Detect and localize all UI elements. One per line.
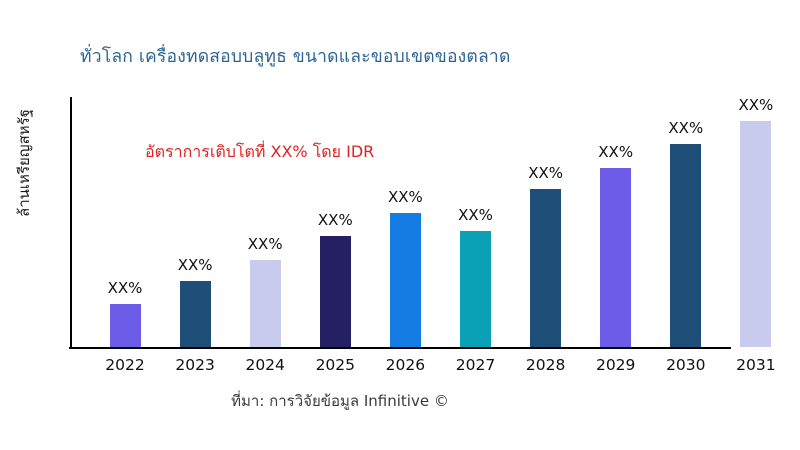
bar-2028 (530, 189, 562, 347)
x-tick-label-2024: 2024 (245, 356, 285, 374)
growth-rate-annotation: อัตราการเติบโตที่ XX% โดย IDR (145, 142, 375, 161)
x-tick-label-2025: 2025 (315, 356, 356, 374)
y-axis-line (70, 97, 72, 349)
bar-value-label-2027: XX% (458, 206, 493, 224)
bar-value-label-2025: XX% (317, 211, 353, 229)
bar-2027 (460, 231, 491, 347)
source-caption: ที่มา: การวิจัยข้อมูล Infinitive © (231, 392, 449, 410)
bar-value-label-2030: XX% (668, 119, 704, 137)
bar-2026 (389, 213, 421, 347)
bar-2022 (109, 304, 141, 347)
bar-value-label-2023: XX% (177, 256, 213, 274)
bar-2031 (740, 121, 772, 347)
bar-value-label-2028: XX% (528, 164, 563, 182)
x-tick-label-2030: 2030 (666, 356, 706, 374)
bar-2025 (319, 236, 351, 347)
x-tick-label-2026: 2026 (385, 356, 426, 374)
bar-value-label-2026: XX% (387, 188, 423, 206)
x-tick-label-2029: 2029 (595, 356, 636, 374)
bar-2030 (670, 144, 702, 347)
chart-title: ทั่วโลก เครื่องทดสอบบลูทูธ ขนาดและขอบเขต… (80, 47, 511, 67)
bar-2029 (600, 168, 632, 347)
bar-value-label-2029: XX% (598, 143, 634, 161)
x-tick-label-2028: 2028 (525, 356, 566, 374)
bar-value-label-2024: XX% (247, 235, 283, 253)
bar-value-label-2022: XX% (107, 279, 143, 297)
x-tick-label-2027: 2027 (455, 356, 496, 374)
bar-2023 (179, 281, 211, 347)
x-tick-label-2022: 2022 (105, 356, 145, 374)
x-tick-label-2023: 2023 (175, 356, 215, 374)
bar-2024 (249, 260, 281, 347)
x-axis-line (69, 347, 731, 349)
x-tick-label-2031: 2031 (736, 356, 776, 374)
y-axis-title-text: ล้านเหรียญสหรัฐ (15, 109, 34, 217)
bar-value-label-2031: XX% (738, 96, 774, 114)
